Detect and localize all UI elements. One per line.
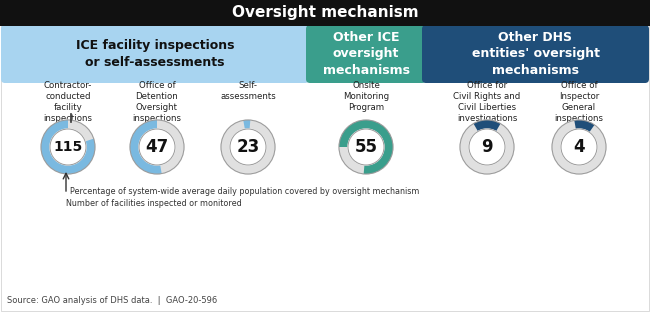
Wedge shape (243, 120, 250, 129)
Text: Oversight mechanism: Oversight mechanism (231, 6, 419, 21)
Text: Self-
assessments: Self- assessments (220, 81, 276, 101)
Text: 55: 55 (354, 138, 378, 156)
Circle shape (460, 120, 514, 174)
Circle shape (221, 120, 275, 174)
Wedge shape (339, 120, 393, 174)
Text: 9: 9 (481, 138, 493, 156)
Circle shape (50, 129, 86, 165)
Text: ICE facility inspections
or self-assessments: ICE facility inspections or self-assessm… (76, 39, 234, 69)
Circle shape (552, 120, 606, 174)
Wedge shape (41, 120, 95, 174)
Text: Office for
Civil Rights and
Civil Liberties
investigations: Office for Civil Rights and Civil Libert… (454, 81, 521, 123)
Text: Other DHS
entities' oversight
mechanisms: Other DHS entities' oversight mechanisms (471, 31, 599, 77)
Circle shape (130, 120, 184, 174)
Text: Office of
Detention
Oversight
inspections: Office of Detention Oversight inspection… (133, 81, 181, 123)
FancyBboxPatch shape (422, 25, 649, 83)
Text: Percentage of system-wide average daily population covered by oversight mechanis: Percentage of system-wide average daily … (70, 187, 419, 196)
Text: Office of
Inspector
General
inspections: Office of Inspector General inspections (554, 81, 603, 123)
Text: Onsite
Monitoring
Program: Onsite Monitoring Program (343, 81, 389, 112)
Text: 115: 115 (53, 140, 83, 154)
Text: 23: 23 (237, 138, 259, 156)
Text: Number of facilities inspected or monitored: Number of facilities inspected or monito… (66, 199, 242, 208)
Circle shape (139, 129, 175, 165)
Circle shape (41, 120, 95, 174)
Circle shape (469, 129, 505, 165)
Wedge shape (130, 120, 162, 174)
FancyBboxPatch shape (1, 25, 309, 83)
Text: 4: 4 (573, 138, 585, 156)
Circle shape (561, 129, 597, 165)
FancyBboxPatch shape (0, 0, 650, 26)
Wedge shape (473, 120, 500, 131)
Circle shape (339, 120, 393, 174)
Circle shape (348, 129, 384, 165)
Text: Contractor-
conducted
facility
inspections: Contractor- conducted facility inspectio… (44, 81, 92, 123)
Wedge shape (575, 120, 595, 132)
Text: Other ICE
oversight
mechanisms: Other ICE oversight mechanisms (322, 31, 410, 77)
Text: 47: 47 (146, 138, 168, 156)
FancyBboxPatch shape (306, 25, 426, 83)
Circle shape (230, 129, 266, 165)
Text: Source: GAO analysis of DHS data.  |  GAO-20-596: Source: GAO analysis of DHS data. | GAO-… (7, 296, 217, 305)
